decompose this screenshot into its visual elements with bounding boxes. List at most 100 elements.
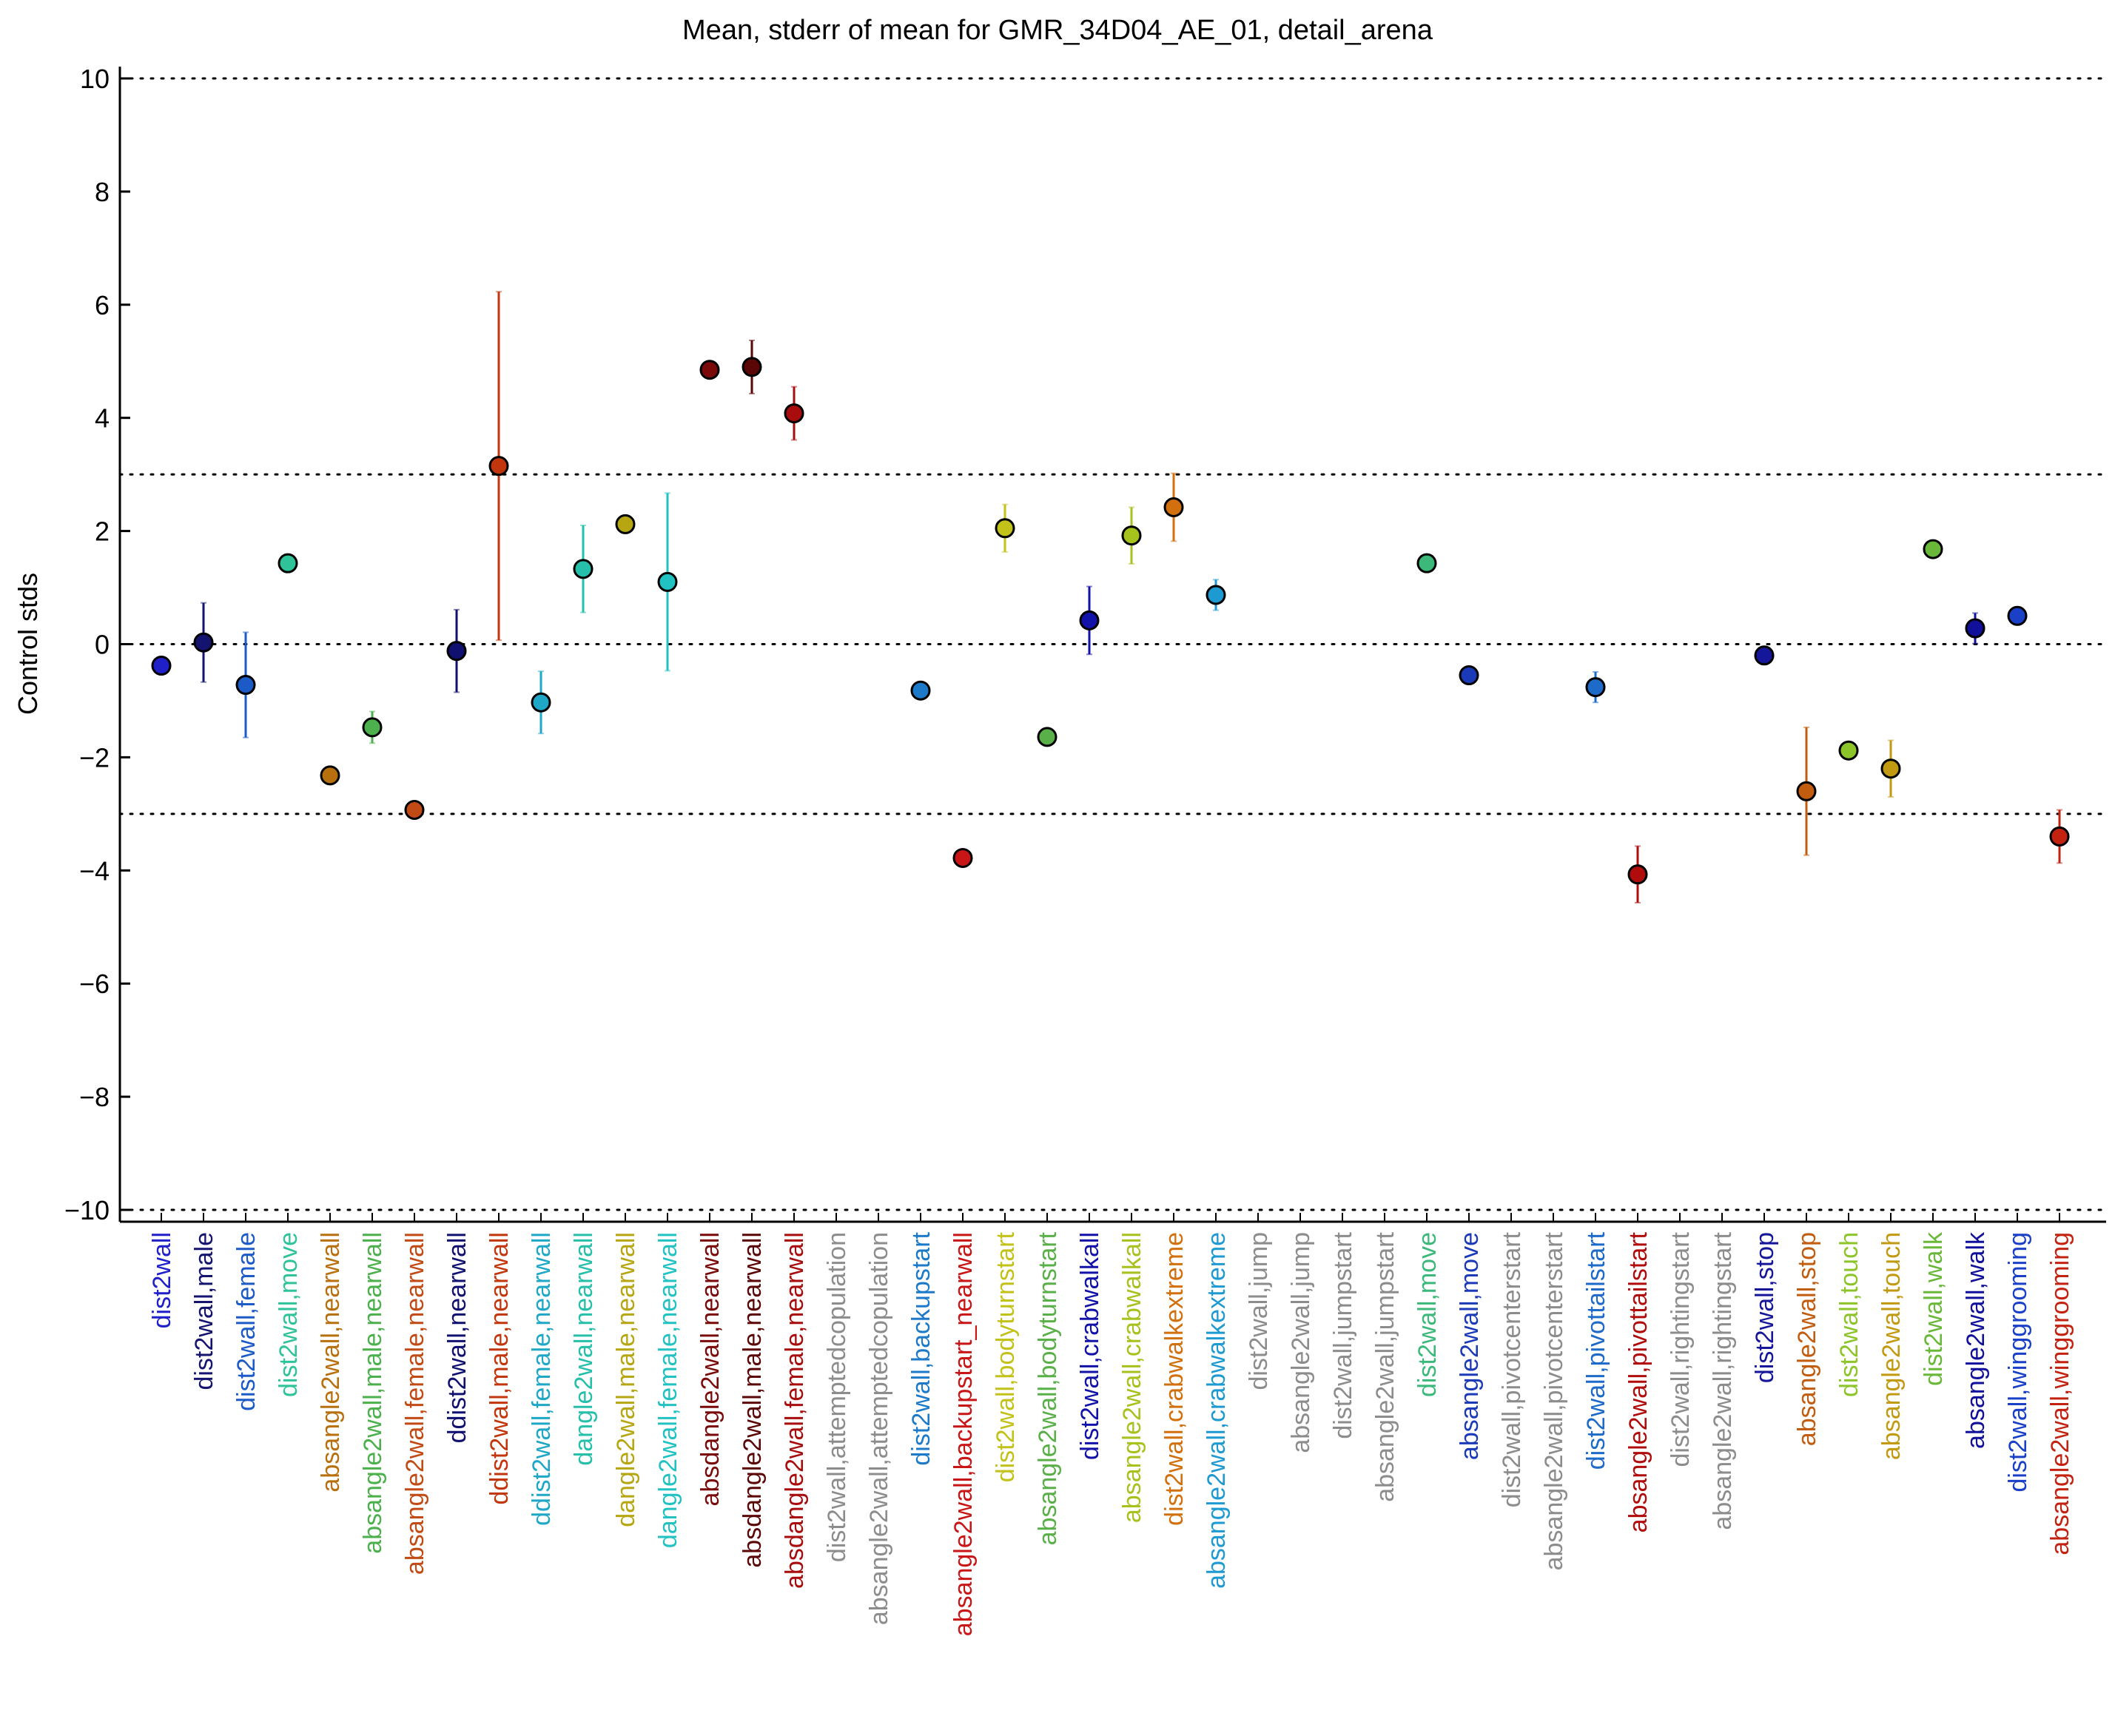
y-tick-label: 4 (95, 403, 110, 434)
data-point (1880, 758, 1901, 779)
x-tick-label: absangle2wall,touch (1877, 1232, 1906, 1460)
data-point (235, 675, 256, 696)
x-tick-label: dist2wall (148, 1232, 176, 1328)
x-tick-label: dist2wall,crabwalkextreme (1160, 1232, 1188, 1526)
x-tick-label: dist2wall,pivotcenterstart (1498, 1231, 1526, 1507)
x-tick-label: dist2wall,move (275, 1232, 303, 1397)
y-tick-label: −2 (79, 742, 110, 773)
x-tick-label: absangle2wall,crabwalkextreme (1203, 1232, 1231, 1589)
data-point (1585, 677, 1606, 698)
x-tick-label: absdangle2wall,nearwall (696, 1232, 724, 1506)
data-point (1121, 525, 1142, 546)
data-point (193, 632, 214, 653)
x-tick-label: absangle2wall,jumpstart (1371, 1231, 1399, 1501)
x-tick-label: absangle2wall,winggrooming (2046, 1232, 2074, 1555)
data-point (952, 847, 973, 868)
x-tick-label: absangle2wall,walk (1962, 1231, 1990, 1449)
x-tick-label: ddist2wall,male,nearwall (485, 1232, 514, 1505)
y-tick-label: −6 (79, 969, 110, 999)
x-tick-label: dist2wall,jumpstart (1329, 1231, 1357, 1439)
x-tick-label: ddist2wall,nearwall (443, 1232, 471, 1443)
chart-title: Mean, stderr of mean for GMR_34D04_AE_01… (682, 15, 1433, 46)
data-point (1163, 497, 1184, 517)
x-tick-label: dist2wall,walk (1920, 1231, 1948, 1386)
x-tick-label: absdangle2wall,female,nearwall (781, 1232, 809, 1589)
x-tick-label: dist2wall,jump (1245, 1232, 1273, 1390)
data-point (1796, 781, 1817, 801)
data-point (1037, 727, 1058, 747)
data-point (488, 456, 509, 477)
data-point (699, 360, 720, 380)
data-point (784, 403, 804, 424)
data-point (1923, 539, 1943, 559)
data-point (1206, 585, 1226, 605)
y-tick-label: −4 (79, 855, 110, 886)
x-tick-label: ddist2wall,female,nearwall (528, 1232, 556, 1526)
y-tick-label: −10 (64, 1195, 110, 1225)
x-tick-label: absangle2wall,jump (1287, 1232, 1315, 1453)
data-points (151, 357, 2070, 885)
x-tick-label: dist2wall,winggrooming (2004, 1232, 2032, 1493)
x-tick-label: dist2wall,pivottailstart (1582, 1231, 1610, 1470)
data-point (1459, 665, 1479, 686)
data-point (2007, 605, 2028, 626)
x-tick-label: absangle2wall,backupstart_nearwall (949, 1232, 978, 1636)
x-tick-label: absangle2wall,male,nearwall (359, 1232, 387, 1554)
x-tick-label: absangle2wall,female,nearwall (401, 1232, 429, 1575)
y-tick-label: 6 (95, 290, 110, 320)
x-tick-label: dist2wall,stop (1751, 1232, 1779, 1383)
x-tick-label: absangle2wall,pivotcenterstart (1540, 1231, 1568, 1570)
x-tick-label: dangle2wall,male,nearwall (612, 1232, 640, 1527)
x-tick-label: absangle2wall,bodyturnstart (1034, 1231, 1062, 1545)
x-tick-label: absangle2wall,stop (1793, 1232, 1821, 1446)
x-tick-label: dist2wall,rightingstart (1667, 1231, 1695, 1467)
data-point (1627, 864, 1648, 885)
data-point (657, 571, 678, 592)
x-tick-label: dangle2wall,female,nearwall (654, 1232, 682, 1548)
x-tick-label: absangle2wall,crabwalkall (1118, 1232, 1146, 1523)
y-tick-label: 2 (95, 517, 110, 547)
data-point (151, 656, 172, 676)
error-bars (201, 291, 2062, 904)
data-point (362, 717, 383, 738)
data-point (1416, 553, 1437, 573)
x-tick-label: absangle2wall,move (1456, 1232, 1484, 1460)
data-point (404, 799, 425, 820)
data-point (615, 514, 636, 534)
x-tick-label: dist2wall,attemptedcopulation (823, 1232, 851, 1562)
data-point (910, 680, 931, 701)
y-ticks: 10 8 6 4 2 0 −2 −4 −6 −8 −10 (64, 64, 130, 1225)
x-tick-label: absangle2wall,pivottailstart (1624, 1231, 1652, 1533)
x-tick-label: dist2wall,male (190, 1232, 218, 1390)
data-point (742, 357, 762, 377)
x-tick-label: dist2wall,female (232, 1232, 260, 1411)
data-point (1965, 618, 1985, 639)
y-tick-label: 10 (80, 64, 110, 94)
x-tick-label: dist2wall,crabwalkall (1076, 1232, 1104, 1460)
y-tick-label: 8 (95, 177, 110, 207)
y-tick-label: 0 (95, 630, 110, 660)
data-point (531, 692, 551, 713)
data-point (446, 641, 467, 662)
data-point (573, 559, 594, 579)
x-tick-label: absangle2wall,attemptedcopulation (865, 1232, 893, 1625)
x-tick-label: dist2wall,backupstart (907, 1231, 935, 1465)
data-point (995, 518, 1015, 539)
data-point (1079, 610, 1100, 630)
reference-lines (118, 77, 2108, 1211)
x-tick-label: absangle2wall,rightingstart (1709, 1231, 1737, 1530)
x-tick-label: dist2wall,bodyturnstart (992, 1231, 1020, 1482)
x-tick-label: dist2wall,move (1413, 1232, 1442, 1397)
data-point (2049, 826, 2070, 847)
data-point (1838, 740, 1859, 761)
data-point (320, 765, 340, 786)
data-point (278, 553, 298, 573)
x-tick-label: dist2wall,touch (1835, 1232, 1863, 1397)
y-axis-label: Control stds (13, 573, 43, 715)
y-tick-label: −8 (79, 1082, 110, 1112)
x-tick-label: dangle2wall,nearwall (570, 1232, 598, 1466)
x-tick-labels: dist2wall dist2wall,male dist2wall,female d… (148, 1213, 2074, 1636)
data-point (1754, 645, 1775, 666)
x-tick-label: absdangle2wall,male,nearwall (739, 1232, 767, 1568)
